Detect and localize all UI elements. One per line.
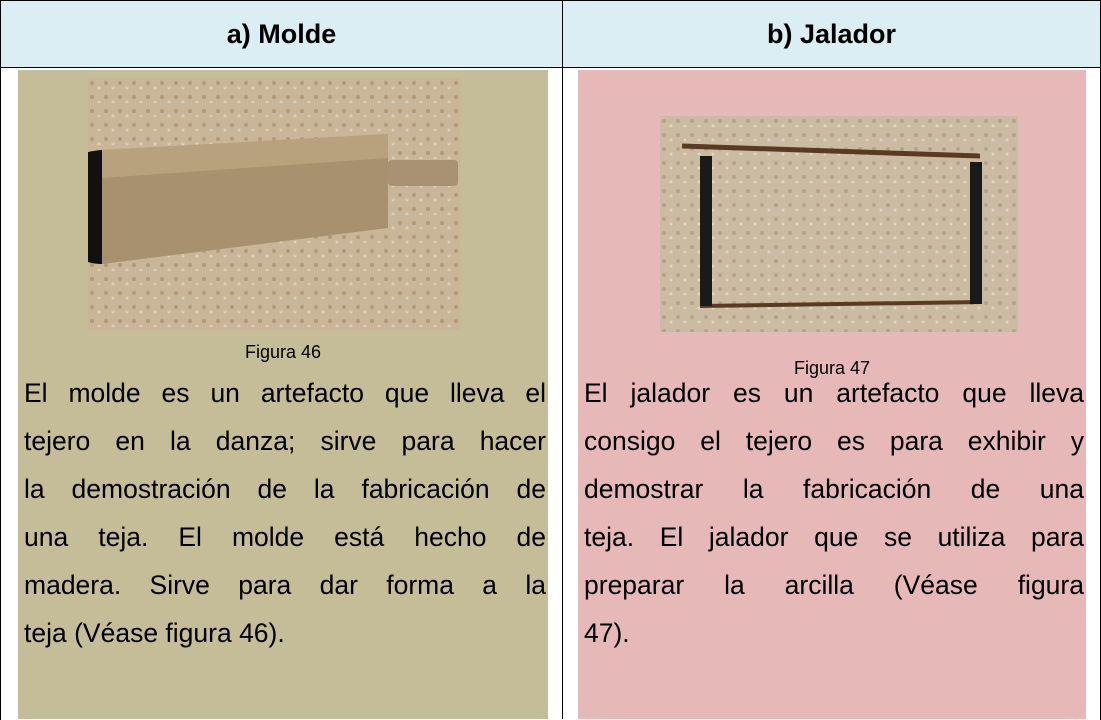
figure-caption: Figura 46 [244,342,322,362]
jalador-photo [660,116,1018,332]
paragraph-line: El jalador es un artefacto que lleva [584,378,1084,408]
header-cell: a) Molde [1,1,562,68]
paragraph-line: demostrar la fabricación de una [584,474,1084,504]
figure-caption: Figura 47 [793,358,871,378]
paragraph-line: preparar la arcilla (Véase figura [584,570,1084,600]
paragraph-line: teja. El jalador que se utiliza para [584,522,1084,552]
paragraph-line: teja (Véase figura 46). [24,618,285,648]
column-divider [562,0,563,719]
paragraph-line: 47). [584,618,630,648]
paragraph-line: tejero en la danza; sirve para hacer [24,426,546,456]
header-cell: b) Jalador [563,1,1100,68]
molde-cell: Figura 46 El molde es un artefacto que l… [18,70,548,719]
molde-photo [88,78,460,330]
jalador-cell: Figura 47 El jalador es un artefacto que… [578,70,1086,719]
paragraph-line: una teja. El molde está hecho de [24,522,546,552]
paragraph-line: la demostración de la fabricación de [24,474,546,504]
paragraph-line: El molde es un artefacto que lleva el [24,378,546,408]
paragraph-line: consigo el tejero es para exhibir y [584,426,1084,456]
paragraph-line: madera. Sirve para dar forma a la [24,570,546,600]
